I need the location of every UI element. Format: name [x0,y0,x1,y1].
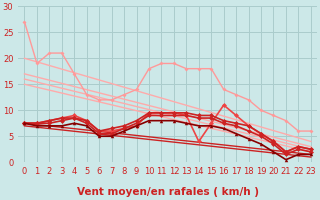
X-axis label: Vent moyen/en rafales ( km/h ): Vent moyen/en rafales ( km/h ) [77,187,259,197]
